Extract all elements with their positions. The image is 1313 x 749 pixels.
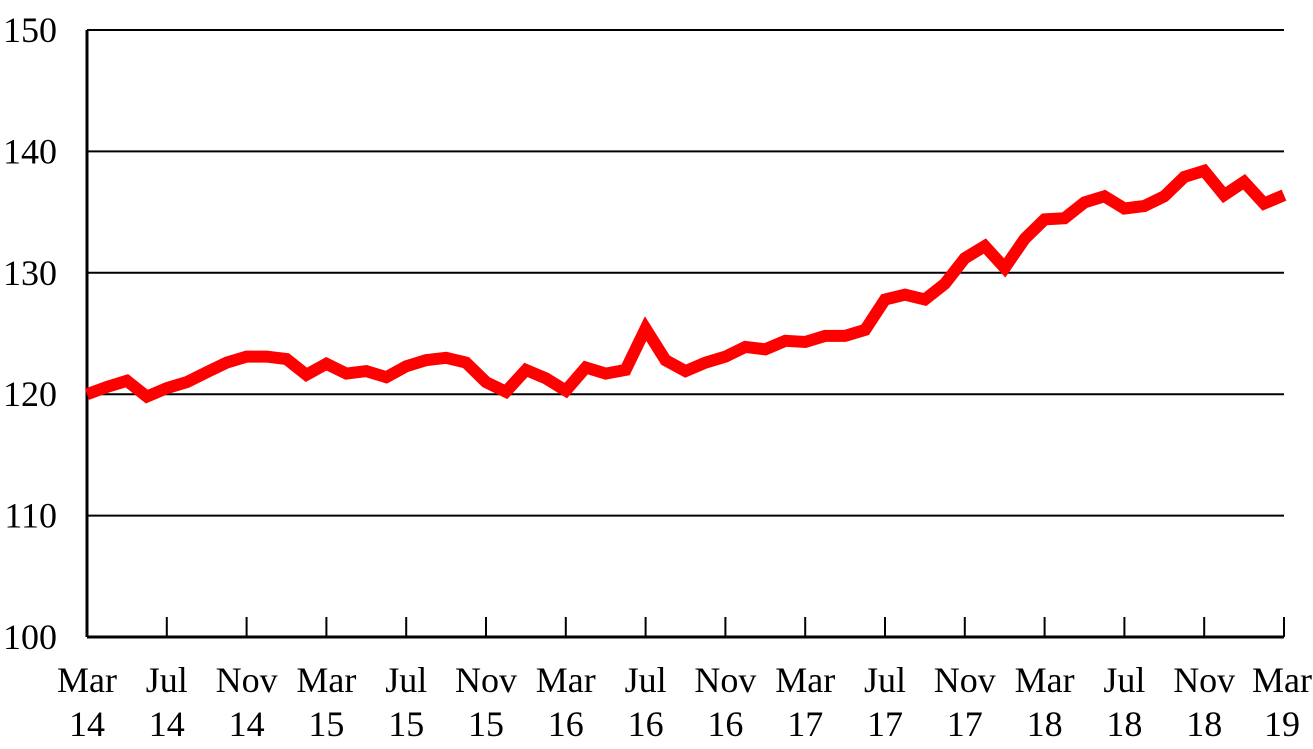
x-tick-label-year: 18 [1186,704,1222,744]
x-tick-label-year: 14 [229,704,265,744]
x-tick-label-month: Jul [625,660,667,700]
x-tick-label-year: 15 [308,704,344,744]
y-tick-label: 150 [3,10,57,50]
x-tick-label-year: 17 [787,704,823,744]
y-axis-tick-labels: 100 110 120 130 140 150 [3,10,57,657]
x-tick-label-year: 18 [1106,704,1142,744]
x-tick-label-year: 17 [867,704,903,744]
y-tick-label: 120 [3,374,57,414]
x-tick-label-month: Nov [934,660,996,700]
y-tick-label: 130 [3,253,57,293]
x-tick-label-month: Jul [385,660,427,700]
x-tick-label-month: Mar [57,660,117,700]
x-tick-label-month: Mar [1252,660,1312,700]
gridlines [87,29,1284,517]
x-tick-label-month: Jul [864,660,906,700]
x-tick-label-year: 18 [1027,704,1063,744]
x-tick-label-year: 19 [1264,704,1300,744]
x-tick-label-month: Mar [775,660,835,700]
x-tick-label-year: 15 [468,704,504,744]
x-tick-label-year: 15 [388,704,424,744]
y-tick-label: 100 [3,617,57,657]
x-tick-label-month: Jul [146,660,188,700]
y-tick-label: 110 [4,496,57,536]
x-tick-label-year: 16 [628,704,664,744]
x-tick-label-year: 16 [707,704,743,744]
x-tick-label-month: Nov [694,660,756,700]
series-line [84,163,1287,404]
x-axis-ticks: Mar14Jul14Nov14Mar15Jul15Nov15Mar16Jul16… [57,617,1312,744]
x-tick-label-month: Jul [1103,660,1145,700]
x-tick-label-year: 17 [947,704,983,744]
x-tick-label-year: 16 [548,704,584,744]
x-tick-label-month: Nov [216,660,278,700]
x-tick-label-year: 14 [149,704,185,744]
x-tick-label-month: Nov [1173,660,1235,700]
x-tick-label-month: Mar [1015,660,1075,700]
x-tick-label-month: Nov [455,660,517,700]
x-tick-label-year: 14 [69,704,105,744]
x-tick-label-month: Mar [536,660,596,700]
x-tick-label-month: Mar [296,660,356,700]
y-tick-label: 140 [3,131,57,171]
